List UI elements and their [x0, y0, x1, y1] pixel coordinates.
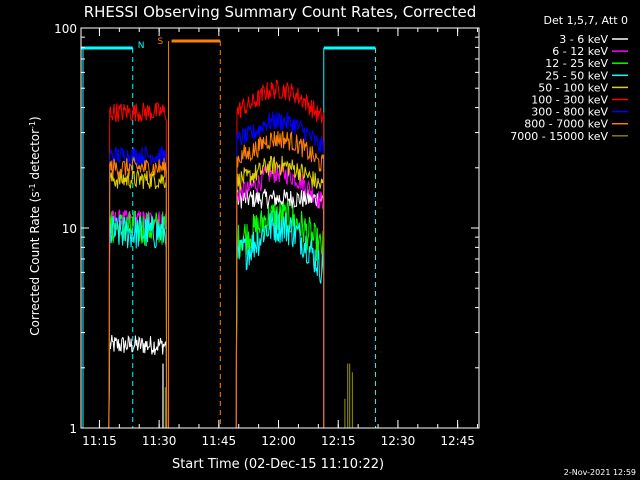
x-tick-label: 12:30 [381, 434, 416, 448]
legend-entry-label: 6 - 12 keV [552, 45, 608, 58]
y-tick-label: 100 [54, 22, 77, 36]
y-axis-label: Corrected Count Rate (s-1 detector-1) [28, 116, 43, 335]
plot-area: N S 1 10 100 11:15 11:30 11:45 12:00 12:15 12:30 12… [54, 22, 480, 448]
legend-entry-label: 3 - 6 keV [559, 33, 608, 46]
x-axis-label: Start Time (02-Dec-15 11:10:22) [172, 457, 384, 472]
chart-title: RHESSI Observing Summary Count Rates, Co… [84, 3, 477, 21]
y-tick-label: 1 [69, 422, 77, 436]
x-tick-label: 11:15 [82, 434, 117, 448]
legend-title: Det 1,5,7, Att 0 [544, 14, 628, 27]
footer-date: 2-Nov-2021 12:59 [564, 468, 636, 477]
legend-entry-label: 12 - 25 keV [545, 57, 608, 70]
x-tick-label: 12:45 [440, 434, 475, 448]
series-trace-7 [108, 130, 325, 429]
legend-entry-label: 300 - 800 keV [531, 106, 608, 119]
series-trace-6 [108, 111, 325, 429]
night-flag-label: N [138, 41, 145, 51]
series-trace-5 [108, 79, 325, 429]
y-tick-label: 10 [62, 222, 77, 236]
legend-entry-label: 7000 - 15000 keV [510, 130, 608, 143]
legend-entry-label: 100 - 300 keV [531, 94, 608, 107]
legend-entry-label: 800 - 7000 keV [524, 118, 608, 131]
series-trace-0 [108, 188, 325, 429]
x-tick-label: 12:00 [261, 434, 296, 448]
x-tick-label: 12:15 [321, 434, 356, 448]
series-trace-3 [108, 210, 325, 429]
legend-entry-label: 25 - 50 keV [545, 69, 608, 82]
x-tick-label: 11:45 [202, 434, 237, 448]
legend-entry-label: 50 - 100 keV [538, 81, 608, 94]
saa-flag-label: S [158, 37, 164, 47]
x-tick-label: 11:30 [142, 434, 177, 448]
